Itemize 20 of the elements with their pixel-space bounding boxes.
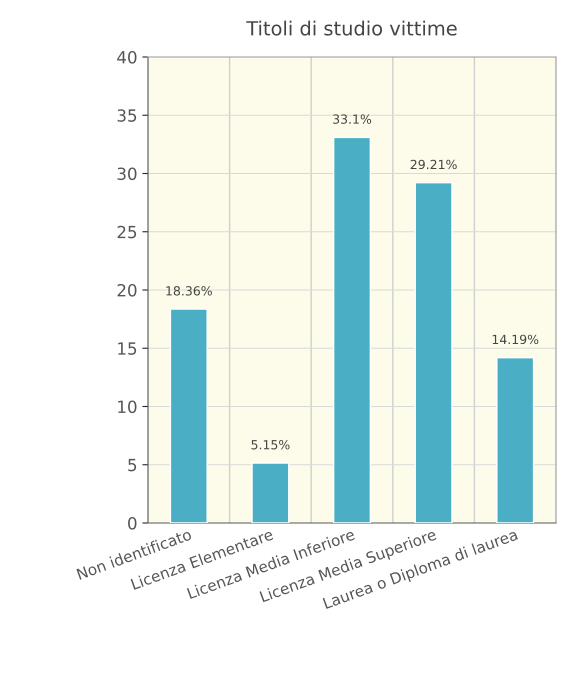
y-tick-label: 15 [118,342,136,355]
data-label: 33.1% [333,114,372,124]
y-tick-label: 10 [118,400,136,414]
data-label: 18.36% [166,286,212,296]
y-tick-label: 35 [118,109,136,122]
y-tick-label: 40 [117,50,136,64]
y-tick-label: 20 [118,284,136,297]
bar [414,182,453,523]
bar [496,356,534,523]
data-label: 5.15% [252,440,290,450]
y-tick-label: 5 [128,458,136,472]
y-tick-label: 0 [128,516,136,530]
bar [170,308,208,523]
chart-title: Titoli di studio vittime [246,20,457,36]
bar [332,136,372,523]
y-tick-label: 25 [118,226,136,238]
data-label: 14.19% [492,334,538,344]
data-label: 29.21% [410,160,457,170]
bar [251,462,290,523]
y-tick-label: 30 [118,167,136,180]
